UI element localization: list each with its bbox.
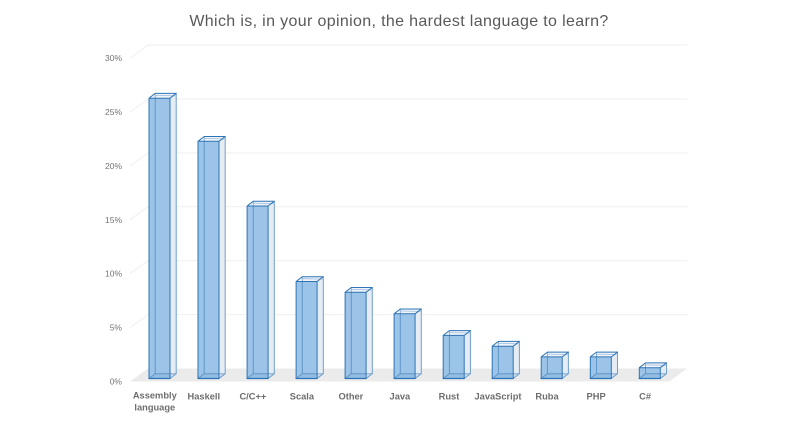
svg-text:Assembly: Assembly bbox=[133, 391, 178, 401]
svg-text:Haskell: Haskell bbox=[188, 392, 221, 402]
svg-text:Ruba: Ruba bbox=[535, 392, 559, 402]
svg-text:JavaScript: JavaScript bbox=[474, 392, 521, 402]
svg-text:5%: 5% bbox=[110, 323, 123, 333]
svg-text:C#: C# bbox=[639, 392, 652, 402]
svg-text:C/C++: C/C++ bbox=[239, 392, 266, 402]
svg-text:Java: Java bbox=[390, 392, 412, 402]
svg-text:15%: 15% bbox=[105, 215, 122, 225]
svg-text:10%: 10% bbox=[105, 269, 122, 279]
svg-text:Rust: Rust bbox=[439, 392, 460, 402]
svg-text:30%: 30% bbox=[105, 53, 122, 63]
svg-text:PHP: PHP bbox=[587, 392, 606, 402]
svg-text:25%: 25% bbox=[105, 107, 122, 117]
svg-text:Which is, in your opinion, the: Which is, in your opinion, the hardest l… bbox=[189, 13, 608, 30]
svg-text:Other: Other bbox=[339, 392, 364, 402]
svg-text:language: language bbox=[134, 403, 175, 413]
svg-text:Scala: Scala bbox=[290, 392, 315, 402]
svg-text:0%: 0% bbox=[110, 377, 123, 387]
svg-text:20%: 20% bbox=[105, 161, 122, 171]
